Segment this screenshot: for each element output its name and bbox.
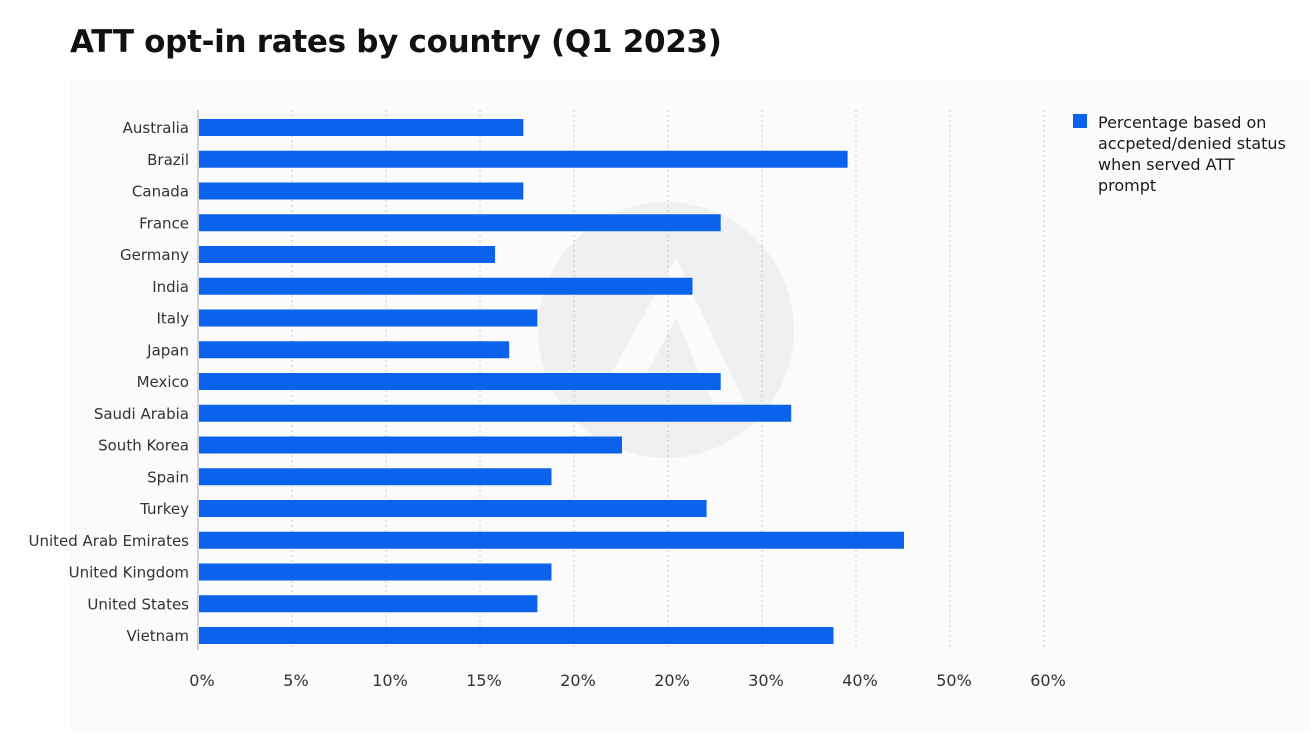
x-tick-label: 20% [654, 671, 690, 690]
y-tick-label: Germany [120, 246, 189, 264]
legend: Percentage based on accpeted/denied stat… [1073, 112, 1303, 196]
x-tick-label: 15% [466, 671, 502, 690]
bar [199, 150, 848, 168]
bar [199, 468, 552, 486]
x-tick-label: 10% [372, 671, 408, 690]
bar [199, 531, 904, 549]
bar [199, 563, 552, 581]
y-tick-label: Italy [156, 310, 189, 328]
y-tick-label: Mexico [137, 373, 189, 391]
x-axis-labels: 0% 5% 10% 15% 20% 20% 30% 40% 50% 60% [189, 671, 1065, 690]
bar [199, 182, 524, 200]
x-tick-label: 5% [283, 671, 308, 690]
y-tick-label: Spain [147, 468, 189, 486]
bar [199, 119, 524, 136]
x-tick-label: 20% [560, 671, 596, 690]
x-tick-label: 30% [748, 671, 784, 690]
bar [199, 404, 792, 422]
y-tick-label: United Arab Emirates [28, 532, 189, 550]
x-tick-label: 50% [936, 671, 972, 690]
bar [199, 595, 538, 613]
x-tick-label: 60% [1030, 671, 1066, 690]
y-tick-label: Australia [123, 119, 189, 137]
y-tick-label: Saudi Arabia [94, 405, 189, 423]
y-tick-label: Vietnam [126, 627, 189, 645]
bar [199, 341, 510, 359]
watermark-logo [538, 202, 794, 458]
bar [199, 627, 834, 644]
bar [199, 373, 721, 390]
x-tick-label: 0% [189, 671, 214, 690]
bars [199, 119, 904, 644]
legend-label: Percentage based on accpeted/denied stat… [1098, 113, 1286, 195]
bar [199, 309, 538, 327]
y-axis-labels: Australia Brazil Canada France Germany India I… [28, 119, 189, 645]
y-tick-label: United Kingdom [69, 564, 189, 582]
y-tick-label: France [139, 214, 189, 232]
y-tick-label: India [152, 278, 189, 296]
bar [199, 500, 707, 517]
bar [199, 246, 496, 263]
watermark-glyph [604, 258, 744, 402]
bar [199, 214, 721, 232]
y-tick-label: Japan [146, 341, 189, 359]
chart-title: ATT opt-in rates by country (Q1 2023) [70, 24, 722, 60]
y-tick-label: United States [87, 595, 189, 613]
y-tick-label: Turkey [139, 500, 189, 518]
legend-swatch [1073, 114, 1087, 128]
bar [199, 436, 622, 454]
y-tick-label: Brazil [147, 151, 189, 169]
x-tick-label: 40% [842, 671, 878, 690]
bar [199, 277, 693, 295]
y-tick-label: South Korea [98, 437, 189, 455]
y-tick-label: Canada [132, 183, 189, 201]
